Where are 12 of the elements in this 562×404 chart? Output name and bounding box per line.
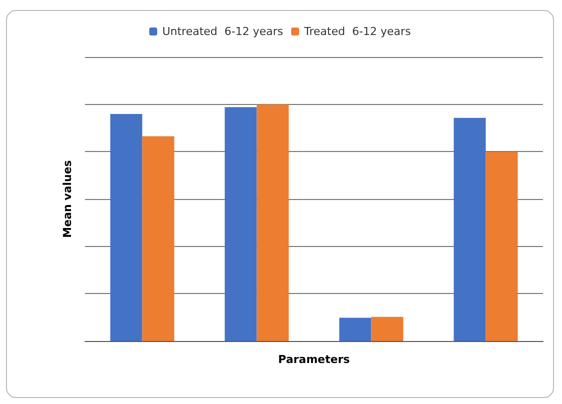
- bar: [371, 316, 404, 341]
- bar: [142, 136, 174, 341]
- legend-label: Untreated 6-12 years: [162, 25, 284, 38]
- legend-label: Treated 6-12 years: [303, 25, 412, 38]
- bar: [256, 104, 289, 341]
- x-axis-title: Parameters: [278, 352, 350, 366]
- bar: [454, 118, 486, 341]
- bar: [486, 152, 518, 341]
- bar: [339, 318, 372, 341]
- y-axis-title: Mean values: [61, 160, 74, 238]
- bar: [110, 114, 142, 341]
- bar: [224, 107, 257, 341]
